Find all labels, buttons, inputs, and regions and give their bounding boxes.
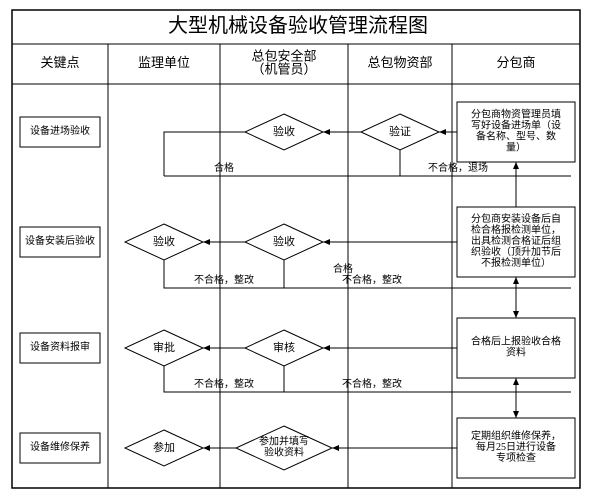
svg-text:验证: 验证: [389, 124, 411, 138]
svg-text:不合格，整改: 不合格，整改: [194, 377, 254, 390]
svg-text:验收: 验收: [273, 124, 295, 138]
svg-text:合格: 合格: [333, 262, 353, 275]
svg-text:设备安装后验收: 设备安装后验收: [25, 234, 95, 247]
svg-text:审批: 审批: [153, 340, 175, 354]
svg-text:不合格，退场: 不合格，退场: [428, 161, 488, 174]
svg-text:设备资料报审: 设备资料报审: [30, 340, 90, 353]
svg-text:总包物资部: 总包物资部: [367, 55, 432, 70]
svg-text:总包安全部（机管员）: 总包安全部（机管员）: [251, 48, 316, 76]
svg-text:参加并填写验收资料: 参加并填写验收资料: [259, 435, 309, 459]
svg-text:审核: 审核: [273, 340, 295, 354]
svg-text:大型机械设备验收管理流程图: 大型机械设备验收管理流程图: [168, 14, 428, 37]
svg-text:分包商: 分包商: [496, 55, 535, 70]
svg-text:验收: 验收: [153, 234, 175, 248]
svg-text:参加: 参加: [153, 440, 175, 454]
svg-text:不合格，整改: 不合格，整改: [194, 273, 254, 286]
svg-text:不合格，整改: 不合格，整改: [342, 377, 402, 390]
svg-text:分包商安装设备后自检合格报检测单位，出具检测合格证后组织验收: 分包商安装设备后自检合格报检测单位，出具检测合格证后组织验收（顶升加节后不报检测…: [471, 212, 561, 269]
svg-text:合格: 合格: [214, 161, 234, 174]
svg-text:设备维修保养: 设备维修保养: [30, 440, 90, 453]
svg-text:关键点: 关键点: [40, 55, 79, 70]
svg-text:监理单位: 监理单位: [138, 55, 190, 70]
svg-text:设备进场验收: 设备进场验收: [30, 124, 90, 137]
svg-text:验收: 验收: [273, 234, 295, 248]
